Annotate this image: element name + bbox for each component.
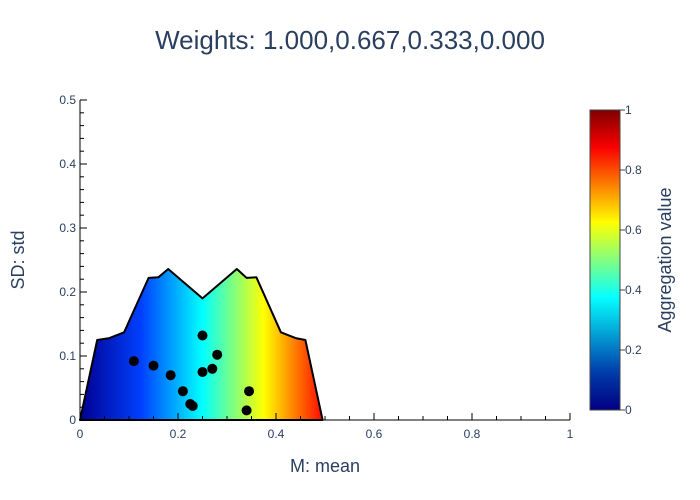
- colorbar-tick-label: 0: [625, 403, 632, 417]
- y-tick-label: 0.1: [59, 349, 76, 363]
- data-point-4: [177, 386, 188, 397]
- x-tick-label: 0.4: [268, 427, 285, 441]
- colorbar-tick-label: 0.6: [625, 223, 642, 237]
- y-tick-label: 0.4: [59, 157, 76, 171]
- data-point-8: [197, 367, 208, 377]
- data-point-10: [212, 349, 223, 360]
- data-point-6: [187, 400, 198, 411]
- y-tick-label: 0.2: [59, 285, 76, 299]
- plot-area: [79, 268, 324, 421]
- x-tick-label: 0.8: [464, 427, 481, 441]
- aggregation-region: [79, 268, 324, 421]
- data-point-2: [148, 360, 159, 371]
- y-tick-label: 0: [69, 413, 76, 427]
- points-layer: [128, 330, 255, 416]
- y-axis-title: SD: std: [8, 230, 28, 289]
- colorbar-tick-label: 0.8: [625, 163, 642, 177]
- colorbar-tick-label: 0.4: [625, 283, 642, 297]
- y-tick-label: 0.5: [59, 93, 76, 107]
- x-tick-label: 1: [567, 427, 574, 441]
- colorbar: 0 0.2 0.4 0.6 0.8 1 Aggregation value: [589, 103, 675, 417]
- y-ticks: 0 0.1 0.2 0.3 0.4 0.5: [59, 93, 87, 427]
- data-point-12: [244, 386, 255, 397]
- x-tick-label: 0: [77, 427, 84, 441]
- colorbar-ticks: 0 0.2 0.4 0.6 0.8 1: [620, 103, 642, 417]
- data-point-11: [241, 405, 252, 416]
- x-tick-label: 0.6: [366, 427, 383, 441]
- data-point-7: [197, 330, 208, 341]
- colorbar-tick-label: 1: [625, 103, 632, 117]
- x-tick-label: 0.2: [170, 427, 187, 441]
- y-tick-label: 0.3: [59, 221, 76, 235]
- data-point-3: [165, 370, 176, 381]
- x-axis-title: M: mean: [290, 456, 360, 476]
- axes: 0 0.2 0.4 0.6 0.8 1 0 0.1 0.2 0.3 0.4 0.5: [59, 93, 573, 441]
- colorbar-tick-label: 0.2: [625, 343, 642, 357]
- data-point-1: [128, 356, 139, 367]
- colorbar-title: Aggregation value: [655, 187, 675, 332]
- data-point-9: [207, 363, 218, 374]
- chart-title: Weights: 1.000,0.667,0.333,0.000: [155, 25, 545, 55]
- colorbar-gradient: [589, 109, 621, 411]
- x-ticks: 0 0.2 0.4 0.6 0.8 1: [77, 413, 574, 441]
